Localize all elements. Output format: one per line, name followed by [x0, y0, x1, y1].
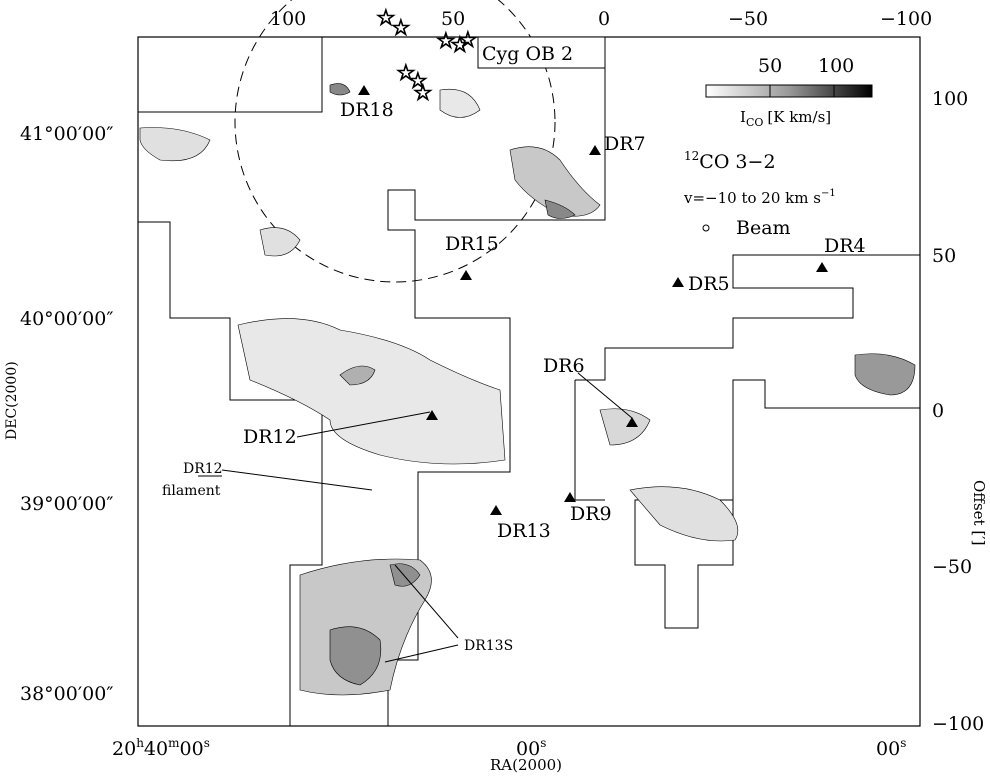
source-markers	[358, 85, 828, 515]
svg-text:☆: ☆	[436, 29, 456, 54]
ob-stars: ☆ ☆ ☆ ☆ ☆ ☆ ☆ ☆	[376, 6, 479, 107]
top-tick-minus50: −50	[728, 8, 768, 30]
svg-text:☆: ☆	[450, 33, 470, 58]
right-tick-minus100: −100	[932, 713, 984, 735]
dr5-label: DR5	[688, 273, 730, 295]
svg-text:☆: ☆	[413, 81, 433, 106]
svg-text:☆: ☆	[391, 16, 411, 41]
source-labels: DR18 DR7 DR15 DR4 DR5 DR6 DR12 DR13 DR9	[243, 99, 866, 542]
right-axis-label: Offset [′]	[970, 480, 988, 545]
dr9-marker	[564, 492, 576, 502]
dr12-label: DR12	[243, 426, 297, 448]
dr13-marker	[490, 505, 502, 515]
colorbar-tick-100: 100	[818, 55, 854, 77]
left-axis: 41°00′00″ 40°00′00″ 39°00′00″ 38°00′00″ …	[4, 123, 113, 705]
right-tick-50: 50	[932, 245, 956, 267]
colorbar-bar	[705, 84, 873, 98]
dr6-marker	[626, 417, 638, 427]
emission-regions	[139, 83, 916, 696]
beam-label: Beam	[736, 217, 791, 239]
dr9-label: DR9	[570, 503, 612, 525]
bottom-axis: 20h40m00s 00s 00s RA(2000)	[112, 736, 906, 774]
left-axis-label: DEC(2000)	[4, 361, 20, 440]
dr7-label: DR7	[604, 133, 646, 155]
right-tick-0: 0	[932, 400, 944, 422]
dr18-label: DR18	[340, 99, 394, 121]
dr5-marker	[672, 277, 684, 287]
dr7-marker	[589, 145, 601, 155]
cyg-ob2-circle	[234, 0, 556, 283]
right-tick-100: 100	[932, 88, 968, 110]
dr15-marker	[460, 270, 472, 280]
cyg-ob2-box	[477, 36, 606, 69]
dr4-label: DR4	[824, 235, 866, 257]
svg-text:☆: ☆	[458, 28, 478, 53]
colorbar: 50 100 ICO [K km/s]	[705, 55, 873, 129]
top-tick-100: 100	[270, 8, 306, 30]
bottom-tick-right-00s: 00s	[876, 736, 906, 760]
bottom-tick-mid-00s: 00s	[516, 736, 546, 760]
dr12-marker	[426, 410, 438, 420]
dr18-marker	[358, 85, 370, 95]
dr15-label: DR15	[445, 233, 499, 255]
velocity-range: v=−10 to 20 km s−1	[683, 188, 836, 207]
svg-text:☆: ☆	[376, 6, 396, 31]
top-tick-0: 0	[598, 8, 610, 30]
coverage-outline	[138, 37, 920, 726]
pointer-lines	[221, 372, 633, 663]
left-tick-41: 41°00′00″	[20, 123, 113, 145]
svg-text:☆: ☆	[408, 69, 428, 94]
bottom-tick-20h40m00s: 20h40m00s	[112, 736, 210, 760]
dr4-marker	[816, 262, 828, 272]
right-tick-minus50: −50	[932, 556, 972, 578]
filament-label-line1: DR12	[183, 461, 223, 477]
top-tick-50: 50	[441, 8, 465, 30]
filament-label-line2: filament	[162, 483, 221, 499]
map-title: 12CO 3−2	[684, 149, 776, 173]
dr6-label: DR6	[543, 355, 585, 377]
svg-text:☆: ☆	[396, 61, 416, 86]
bottom-axis-label: RA(2000)	[490, 756, 562, 774]
dr13-label: DR13	[497, 520, 551, 542]
dr13s-label: DR13S	[464, 638, 513, 654]
colorbar-tick-50: 50	[758, 55, 782, 77]
top-axis: 100 50 0 −50 −100	[270, 8, 932, 30]
top-tick-minus100: −100	[880, 8, 932, 30]
left-tick-40: 40°00′00″	[20, 308, 113, 330]
beam-icon	[702, 224, 710, 232]
left-tick-39: 39°00′00″	[20, 493, 113, 515]
left-tick-38: 38°00′00″	[20, 683, 113, 705]
colorbar-label: ICO [K km/s]	[740, 108, 831, 129]
cyg-ob2-label: Cyg OB 2	[482, 43, 573, 65]
right-axis: 100 50 0 −50 −100 Offset [′]	[932, 88, 988, 735]
